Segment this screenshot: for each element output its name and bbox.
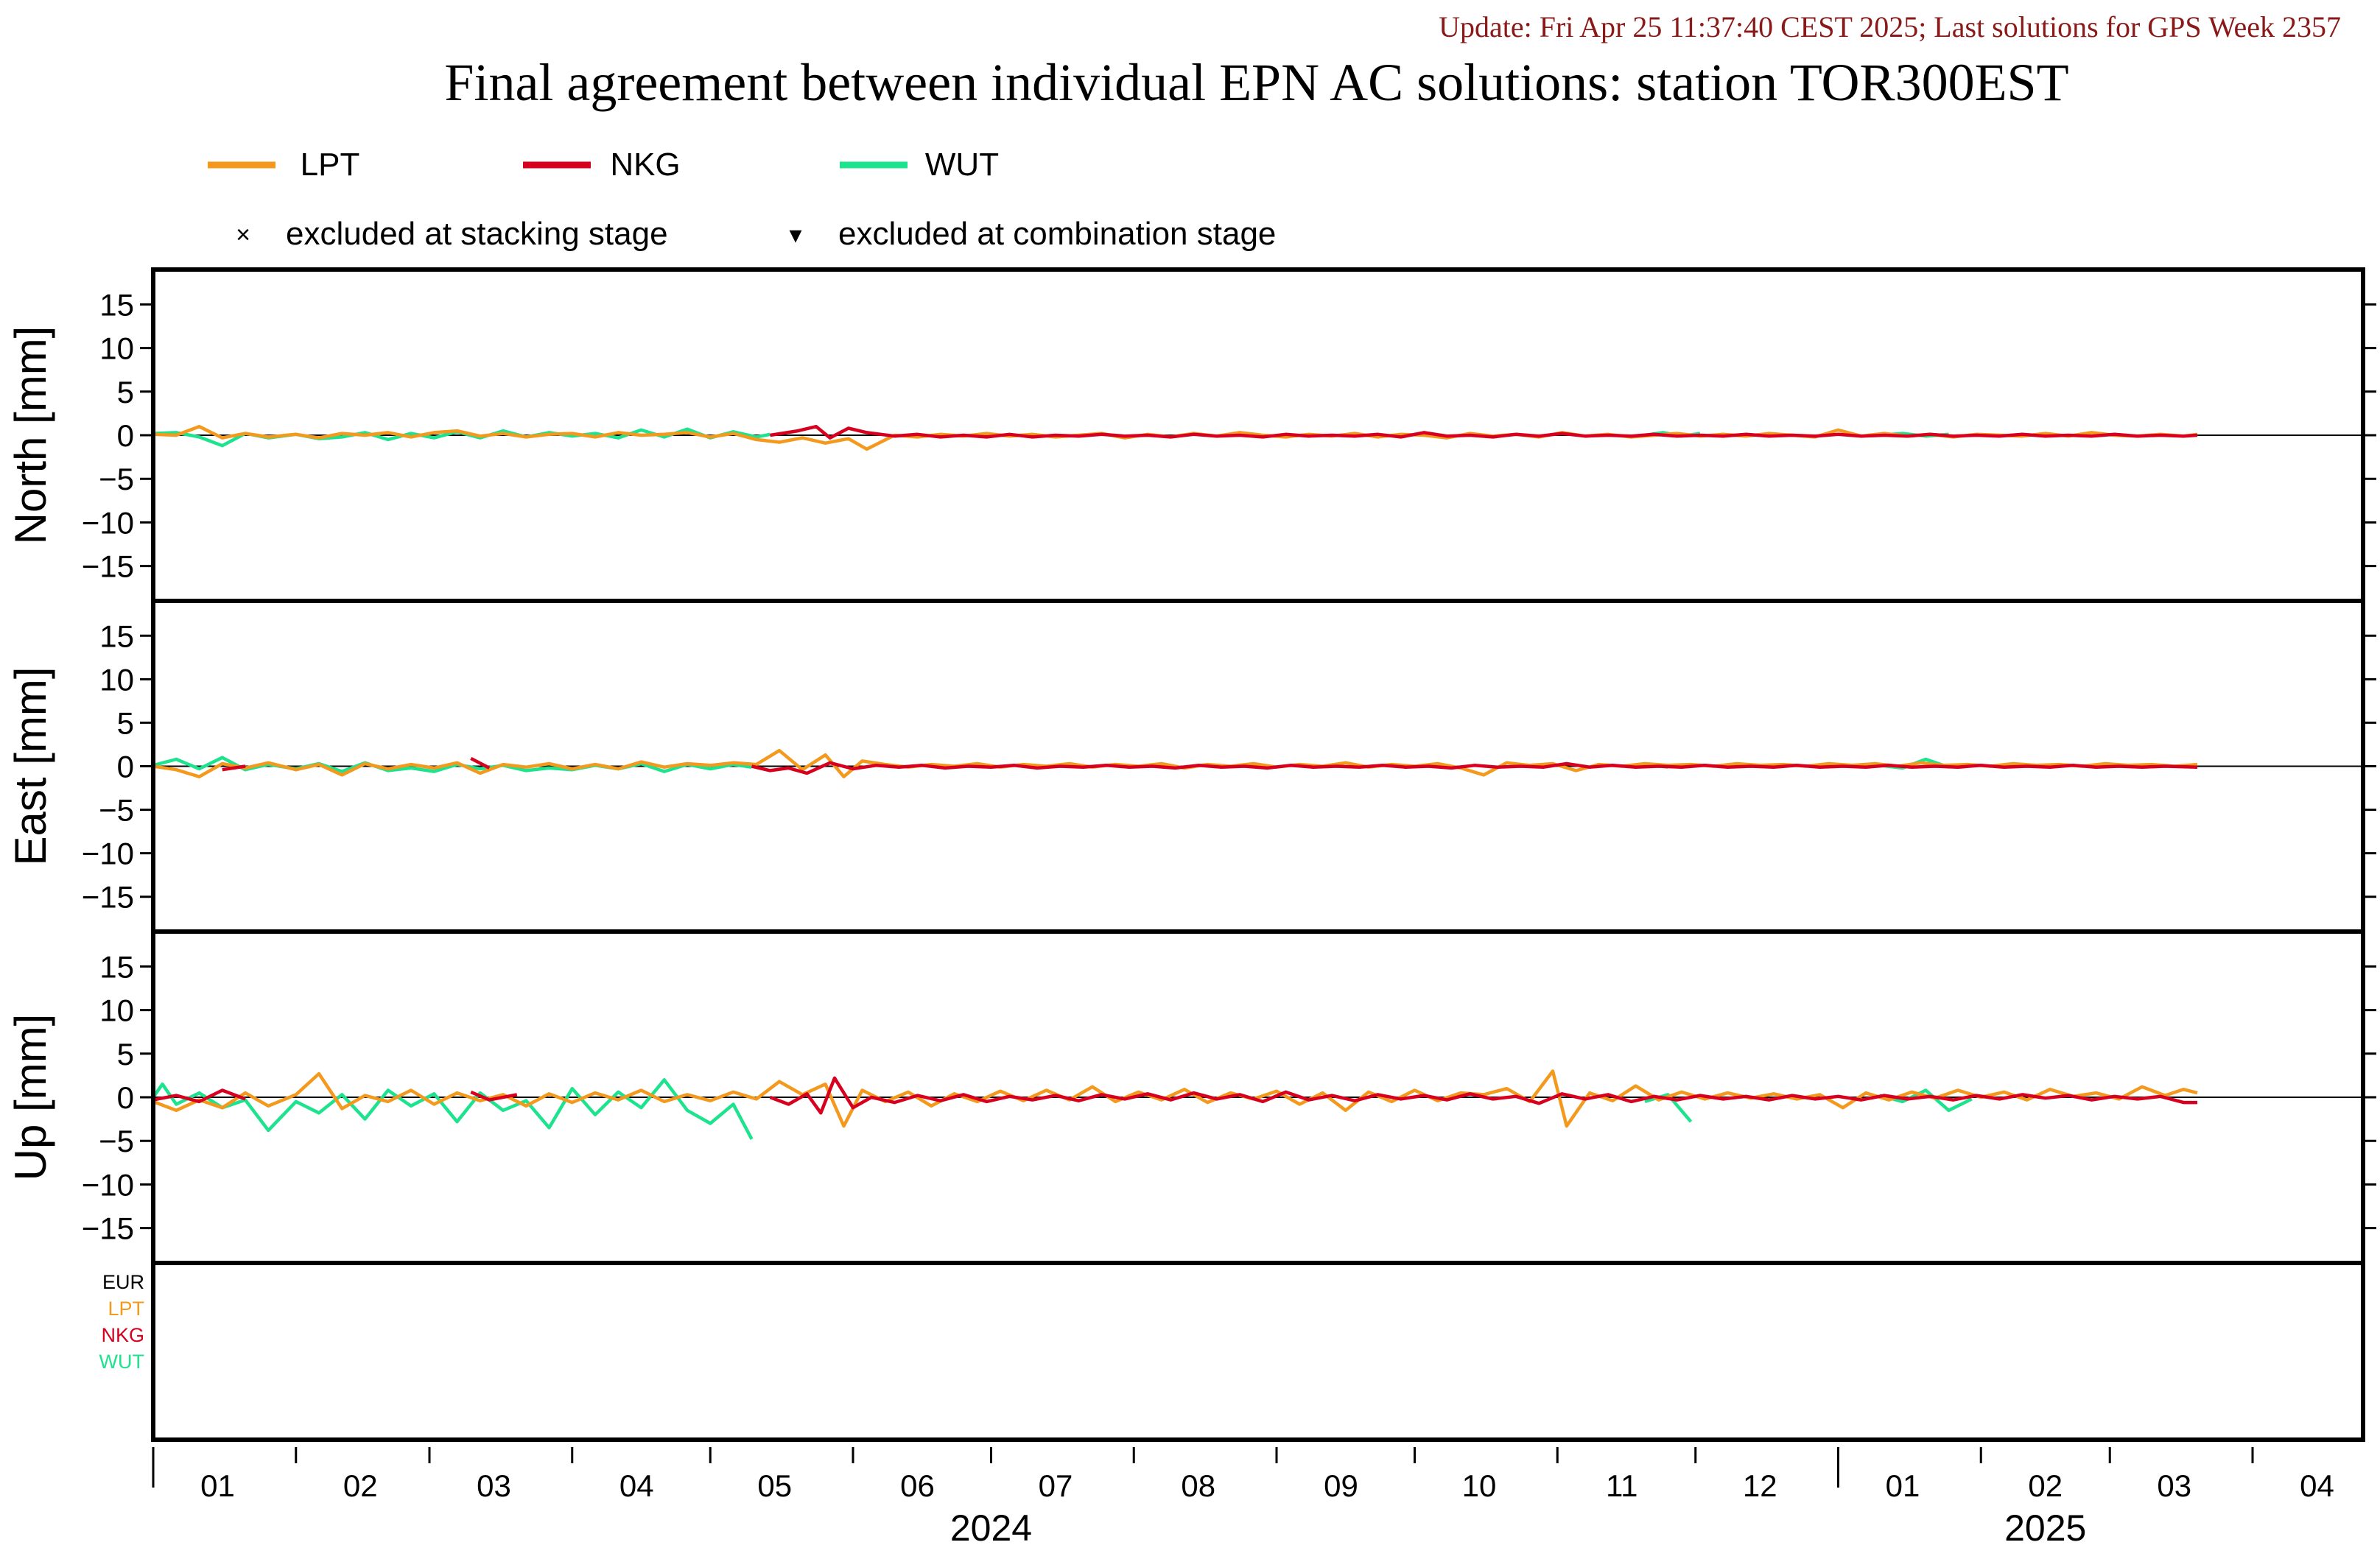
y-tick-label: 5	[117, 705, 134, 740]
legend-label-wut: WUT	[925, 147, 999, 183]
ac-label-wut: WUT	[99, 1351, 144, 1373]
y-tick-label: 15	[99, 949, 134, 984]
x-tick-label: 07	[1039, 1468, 1073, 1503]
series-line-nkg	[222, 764, 246, 772]
ac-panel-frame	[151, 1261, 2365, 1442]
x-tick-label: 05	[757, 1468, 792, 1503]
y-tick-label: −15	[82, 1211, 134, 1246]
y-tick-label: 0	[117, 1080, 134, 1115]
x-tick-label: 09	[1324, 1468, 1358, 1503]
legend-marker-label-1: excluded at stacking stage	[286, 216, 668, 252]
legend-label-lpt: LPT	[301, 147, 360, 183]
panel-up: 15 10 5 0 −5 −10 −15 Up [mm]	[6, 929, 2376, 1265]
x-tick-label: 06	[900, 1468, 935, 1503]
y-tick-label: 10	[99, 331, 134, 366]
y-tick-label: −15	[82, 880, 134, 915]
x-tick-label: 04	[2300, 1468, 2334, 1503]
x-tick-label: 11	[1606, 1468, 1638, 1503]
x-tick-label: 12	[1743, 1468, 1777, 1503]
series-line-wut	[1879, 1088, 1973, 1113]
x-year-label: 2024	[950, 1507, 1032, 1545]
y-tick-label: −15	[82, 549, 134, 584]
y-tick-label: −10	[82, 1167, 134, 1202]
legend-marker-symbol-2: ▾	[789, 221, 801, 249]
series-line-nkg	[769, 1076, 2197, 1115]
chart-title: Final agreement between individual EPN A…	[444, 53, 2068, 112]
y-tick-label: 10	[99, 662, 134, 697]
y-tick-label: 15	[99, 619, 134, 653]
y-tick-label: −5	[99, 1124, 134, 1158]
series-line-nkg	[152, 1088, 246, 1104]
x-axis: 01 02 03 04 05 06 07 08 09 10 11 12 01 02 03 04 2024 2025	[152, 1447, 2334, 1545]
y-tick-label: −10	[82, 505, 134, 540]
ac-label-lpt: LPT	[108, 1298, 144, 1320]
x-tick-label: 01	[200, 1468, 235, 1503]
series-line-lpt	[152, 1069, 2198, 1128]
y-tick-label: 15	[99, 287, 134, 322]
panel-east: 15 10 5 0 −5 −10 −15 East [mm]	[6, 599, 2376, 934]
x-tick-label: 03	[477, 1468, 511, 1503]
ac-label-eur: EUR	[102, 1271, 144, 1293]
series-line-nkg	[470, 756, 491, 770]
x-tick-label: 04	[619, 1468, 654, 1503]
legend-marker-label-2: excluded at combination stage	[838, 216, 1276, 252]
series-line-nkg	[770, 424, 2198, 440]
y-tick-label: −10	[82, 837, 134, 871]
series-line-wut	[1644, 1093, 1693, 1123]
series-line-nkg	[751, 761, 2198, 775]
legend-label-nkg: NKG	[610, 147, 680, 183]
y-tick-label: −5	[99, 793, 134, 828]
y-tick-label: 5	[117, 375, 134, 409]
x-tick-label: 01	[1886, 1468, 1920, 1503]
y-tick-label: 0	[117, 750, 134, 784]
panel-north: 15 10 5 0 −5 −10 −15 North [mm]	[6, 267, 2376, 603]
y-tick-label: 10	[99, 993, 134, 1028]
y-axis-label-east: East [mm]	[6, 666, 55, 865]
y-tick-label: 5	[117, 1037, 134, 1071]
x-tick-label: 08	[1181, 1468, 1215, 1503]
x-tick-label: 02	[2028, 1468, 2063, 1503]
x-tick-label: 02	[343, 1468, 378, 1503]
ac-list-panel: EUR LPT NKG WUT	[99, 1261, 2365, 1442]
y-tick-label: −5	[99, 462, 134, 496]
y-axis-label-up: Up [mm]	[6, 1014, 55, 1181]
legend-marker-symbol-1: ×	[236, 221, 250, 249]
series-line-nkg	[470, 1090, 518, 1102]
legend: LPT NKG WUT × excluded at stacking stage ▾ exc…	[208, 147, 1276, 252]
y-axis-label-north: North [mm]	[6, 326, 55, 545]
y-tick-label: 0	[117, 418, 134, 453]
x-tick-label: 03	[2157, 1468, 2191, 1503]
ac-label-nkg: NKG	[101, 1324, 144, 1346]
update-note: Update: Fri Apr 25 11:37:40 CEST 2025; L…	[1439, 10, 2341, 43]
x-year-label: 2025	[2004, 1507, 2086, 1545]
x-tick-label: 10	[1462, 1468, 1497, 1503]
series-line-wut	[152, 1078, 754, 1140]
chart-panels: 15 10 5 0 −5 −10 −15 North [mm] 15 10 5 0 −5 −10 −15 Ea…	[6, 267, 2376, 1265]
series-line-lpt	[152, 748, 2198, 778]
